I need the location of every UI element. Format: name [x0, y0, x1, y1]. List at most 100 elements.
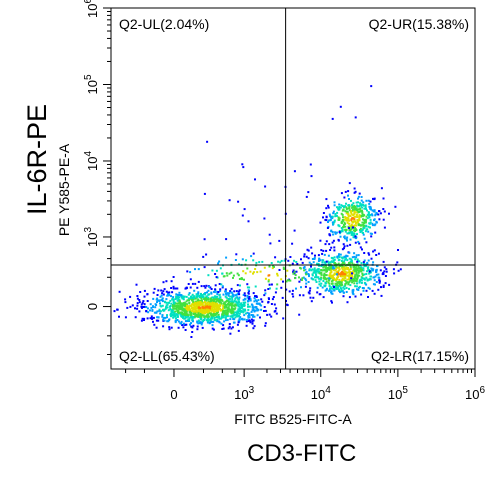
event-dot — [354, 285, 357, 288]
event-dot — [172, 300, 175, 303]
event-dot — [329, 249, 332, 251]
event-dot — [348, 209, 351, 212]
event-dot — [175, 295, 178, 298]
event-dot — [347, 218, 350, 221]
event-dot — [367, 266, 370, 269]
event-dot — [351, 275, 354, 278]
event-dot — [268, 265, 271, 268]
event-dot — [218, 297, 221, 300]
event-dot — [344, 216, 347, 219]
event-dot — [245, 320, 248, 323]
event-dot — [237, 308, 240, 311]
event-dot — [291, 289, 294, 292]
event-dot — [365, 199, 368, 202]
event-dot — [344, 258, 347, 261]
event-dot — [351, 232, 353, 235]
event-dot — [337, 276, 339, 279]
event-dot — [331, 257, 334, 260]
event-dot — [225, 300, 227, 303]
event-dot — [360, 203, 363, 206]
event-dot — [367, 225, 370, 228]
event-dot — [116, 308, 119, 311]
event-dot — [327, 262, 330, 265]
event-dot — [184, 304, 186, 307]
event-dot — [282, 266, 285, 269]
y-marker-label: IL-6R-PE — [22, 103, 52, 215]
event-dot — [198, 310, 201, 313]
event-dot — [219, 307, 221, 310]
event-dot — [225, 306, 228, 309]
event-dot — [330, 271, 333, 274]
event-dot — [213, 306, 216, 308]
event-dot — [255, 306, 258, 309]
event-dot — [325, 249, 328, 252]
event-dot — [251, 315, 254, 318]
event-dot — [375, 268, 378, 271]
event-dot — [243, 278, 245, 281]
event-dot — [351, 272, 353, 275]
event-dot — [352, 206, 355, 209]
event-dot — [184, 316, 187, 319]
event-dot — [325, 215, 328, 218]
event-dot — [225, 272, 228, 275]
event-dot — [173, 307, 176, 310]
event-dot — [136, 297, 139, 300]
event-dot — [365, 241, 368, 244]
event-dot — [311, 252, 314, 255]
event-dot — [215, 307, 218, 310]
event-dot — [230, 303, 233, 306]
event-dot — [159, 310, 162, 313]
event-dot — [228, 292, 231, 295]
event-dot — [223, 314, 226, 317]
quadrant-label-q2-ll: Q2-LL(65.43%) — [119, 348, 215, 364]
event-dot — [221, 285, 224, 288]
event-dot — [328, 285, 331, 287]
event-dot — [189, 323, 191, 326]
event-dot — [204, 297, 207, 300]
event-dot — [222, 293, 225, 296]
event-dot — [209, 299, 212, 302]
event-dot — [307, 257, 310, 260]
event-dot — [228, 199, 231, 202]
event-dot — [171, 291, 174, 294]
event-dot — [223, 305, 226, 308]
event-dot — [193, 303, 196, 306]
event-dot — [345, 210, 348, 213]
event-dot — [227, 301, 230, 304]
event-dot — [316, 270, 319, 273]
event-dot — [330, 246, 333, 249]
event-dot — [267, 297, 270, 300]
event-dot — [218, 283, 221, 285]
event-dot — [223, 306, 226, 309]
event-dot — [200, 300, 203, 303]
event-dot — [168, 328, 171, 331]
event-dot — [359, 270, 362, 273]
event-dot — [352, 266, 355, 269]
event-dot — [162, 293, 165, 296]
event-dot — [343, 285, 346, 288]
event-dot — [188, 299, 191, 302]
event-dot — [355, 221, 358, 224]
event-dot — [155, 326, 158, 329]
event-dot — [138, 310, 141, 313]
event-dot — [214, 284, 217, 287]
event-dot — [188, 301, 191, 304]
event-dot — [312, 261, 315, 264]
event-dot — [222, 302, 225, 305]
event-dot — [370, 213, 373, 216]
event-dot — [174, 319, 177, 322]
event-dot — [230, 291, 233, 294]
event-dot — [355, 224, 358, 227]
event-dot — [358, 260, 361, 263]
event-dot — [346, 216, 349, 219]
event-dot — [353, 282, 356, 285]
event-dot — [248, 319, 251, 322]
event-dot — [253, 309, 256, 312]
event-dot — [307, 249, 310, 252]
event-dot — [301, 261, 304, 264]
event-dot — [340, 192, 343, 195]
event-dot — [249, 299, 252, 302]
event-dot — [184, 320, 187, 323]
event-dot — [213, 291, 216, 294]
event-dot — [252, 292, 255, 295]
